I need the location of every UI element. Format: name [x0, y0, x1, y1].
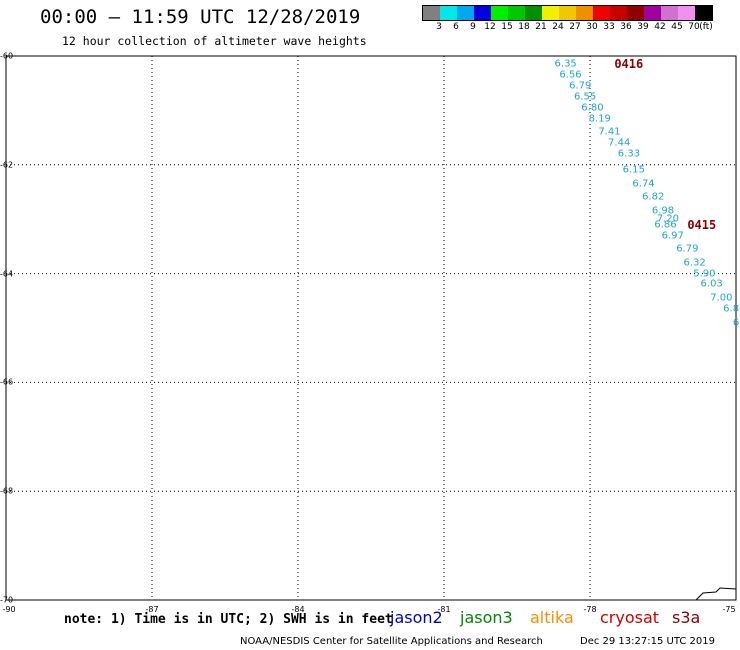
- legend-label: 45: [671, 22, 683, 32]
- latitude-tick-label: -70: [0, 595, 14, 605]
- wave-height-label: 7.41: [598, 126, 621, 138]
- satellite-name: jason2: [390, 608, 443, 627]
- longitude-tick-label: -75: [722, 605, 736, 614]
- wave-height-label: 6.97: [661, 230, 684, 242]
- wave-height-label: 6.8: [723, 303, 740, 315]
- legend-label: 70: [688, 22, 700, 32]
- longitude-tick-label: -87: [145, 605, 159, 614]
- pass-id-label: 0416: [614, 57, 644, 72]
- map-frame: [5, 55, 737, 601]
- legend-label: 21: [535, 22, 547, 32]
- legend-label: 24: [552, 22, 564, 32]
- wave-height-label: 7.44: [608, 137, 631, 149]
- wave-height-label: 6.35: [554, 58, 577, 70]
- legend-swatch: [491, 6, 508, 20]
- satellite-name: cryosat: [600, 608, 660, 627]
- color-legend-labels: 3 6 9 12 15 18 21 24 27 30 33 36 39 42 45 70 (ft): [422, 22, 740, 34]
- latitude-tick-label: -60: [0, 51, 14, 61]
- wave-height-label: 6.79: [676, 243, 699, 255]
- satellite-name: s3a: [672, 608, 701, 627]
- legend-swatch: [423, 6, 440, 20]
- wave-height-label: 6.82: [642, 191, 665, 203]
- color-legend-bar: [422, 5, 713, 21]
- page-title: 00:00 — 11:59 UTC 12/28/2019: [40, 6, 361, 28]
- footer-note: note: 1) Time is in UTC; 2) SWH is in fe…: [64, 612, 393, 627]
- wave-height-label: 6.56: [559, 69, 582, 81]
- wave-height-label: 6.15: [622, 164, 645, 176]
- pass-id-label: 0415: [687, 217, 717, 232]
- credit-text: NOAA/NESDIS Center for Satellite Applica…: [240, 636, 543, 647]
- wave-height-label: 8.19: [588, 113, 611, 125]
- wave-height-label: 6.32: [683, 257, 706, 269]
- wave-height-label: 7.00: [710, 292, 733, 304]
- latitude-tick-label: -68: [0, 486, 14, 496]
- latitude-tick-label: -62: [0, 160, 14, 170]
- page-subtitle: 12 hour collection of altimeter wave hei…: [62, 34, 367, 48]
- latitude-tick-label: -64: [0, 269, 14, 279]
- legend-label: 3: [436, 22, 442, 32]
- legend-swatch: [440, 6, 457, 20]
- legend-label: 30: [586, 22, 598, 32]
- legend-label: 33: [603, 22, 615, 32]
- legend-swatch: [457, 6, 474, 20]
- satellite-name: altika: [530, 608, 574, 627]
- map-canvas: [5, 55, 737, 601]
- coastline: [695, 587, 737, 601]
- legend-swatch: [644, 6, 661, 20]
- legend-swatch: [525, 6, 542, 20]
- legend-label: 39: [637, 22, 649, 32]
- wave-height-label: 6.86: [654, 219, 677, 231]
- longitude-tick-label: -84: [291, 605, 305, 614]
- satellite-name: jason3: [460, 608, 513, 627]
- legend-swatch: [559, 6, 576, 20]
- longitude-tick-label: -90: [2, 605, 16, 614]
- wave-height-label: 6.80: [581, 102, 604, 114]
- legend-label: 18: [518, 22, 530, 32]
- legend-label: 27: [569, 22, 581, 32]
- wave-height-label: 6.33: [617, 148, 641, 160]
- legend-label: 42: [654, 22, 666, 32]
- legend-swatch: [474, 6, 491, 20]
- legend-swatch: [661, 6, 678, 20]
- legend-label: (ft): [699, 22, 713, 32]
- latitude-tick-label: -66: [0, 377, 14, 387]
- legend-label: 6: [453, 22, 459, 32]
- legend-label: 36: [620, 22, 632, 32]
- legend-swatch: [593, 6, 610, 20]
- wave-height-label: 6: [732, 317, 740, 329]
- wave-height-label: 6.98: [651, 205, 675, 217]
- legend-swatch: [678, 6, 695, 20]
- legend-label: 9: [470, 22, 476, 32]
- longitude-tick-label: -81: [437, 605, 451, 614]
- legend-swatch: [542, 6, 559, 20]
- legend-swatch: [508, 6, 525, 20]
- legend-swatch: [627, 6, 644, 20]
- legend-swatch: [695, 6, 712, 20]
- legend-label: 12: [484, 22, 496, 32]
- wave-height-label: 6.74: [632, 178, 655, 190]
- legend-label: 15: [501, 22, 513, 32]
- legend-swatch: [576, 6, 593, 20]
- longitude-tick-label: -78: [583, 605, 597, 614]
- wave-height-label: 6.79: [569, 80, 592, 92]
- wave-height-label: 7.20: [656, 213, 679, 225]
- legend-swatch: [610, 6, 627, 20]
- wave-height-label: 6.55: [573, 91, 597, 103]
- timestamp-text: Dec 29 13:27:15 UTC 2019: [580, 636, 715, 647]
- wave-height-label: 5.90: [693, 268, 716, 280]
- wave-height-label: 6.03: [700, 278, 723, 290]
